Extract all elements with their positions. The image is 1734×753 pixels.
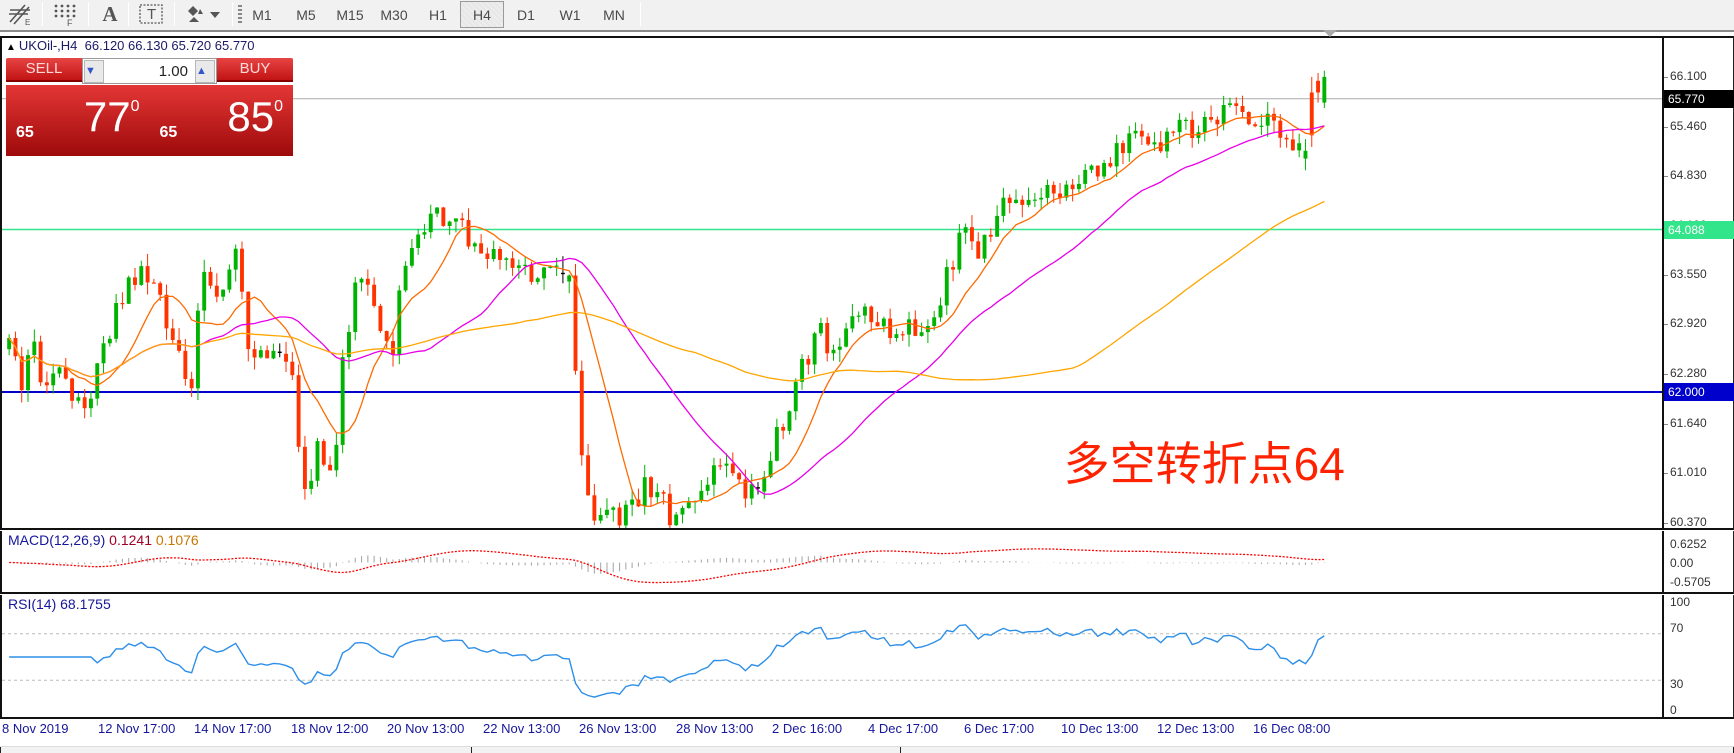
svg-text:E: E <box>25 18 30 27</box>
svg-text:多空转折点64: 多空转折点64 <box>1064 438 1345 490</box>
svg-text:T: T <box>147 6 156 23</box>
svg-text:F: F <box>67 18 73 27</box>
svg-text:MACD(12,26,9) 0.1241 0.1076: MACD(12,26,9) 0.1241 0.1076 <box>8 532 199 548</box>
svg-text:RSI(14) 68.1755: RSI(14) 68.1755 <box>8 596 111 612</box>
